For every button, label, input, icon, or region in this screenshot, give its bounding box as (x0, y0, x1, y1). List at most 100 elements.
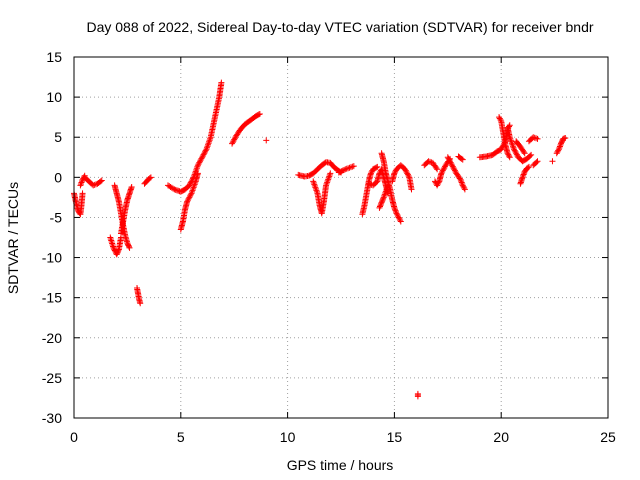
y-tick-label: -30 (42, 410, 62, 426)
data-point (327, 170, 334, 177)
data-point (338, 168, 345, 175)
data-point (459, 182, 466, 189)
data-point (497, 116, 504, 123)
data-point (79, 178, 86, 185)
data-point (496, 115, 503, 122)
data-point (200, 151, 207, 158)
data-point (521, 150, 528, 157)
x-tick-label: 5 (177, 429, 185, 445)
data-point (202, 148, 209, 155)
series-t3 (81, 174, 105, 189)
data-point (446, 156, 453, 163)
data-point (449, 163, 456, 170)
data-point (202, 147, 209, 154)
data-point (393, 209, 400, 216)
data-point (519, 174, 526, 181)
series-t1 (71, 190, 86, 218)
data-point (97, 178, 104, 185)
y-tick-label: -10 (42, 250, 62, 266)
data-point (128, 183, 135, 190)
series-t14 (310, 170, 334, 217)
data-point (391, 204, 398, 211)
data-point (414, 393, 421, 400)
data-point (451, 167, 458, 174)
series-t4 (107, 234, 124, 258)
data-point (126, 243, 133, 250)
data-point (556, 144, 563, 151)
data-point (197, 158, 204, 165)
series-t18 (378, 150, 404, 225)
data-point (256, 110, 263, 117)
series-t27 (496, 114, 513, 161)
y-tick-label: -5 (50, 209, 63, 225)
data-point (553, 150, 560, 157)
data-point (346, 164, 353, 171)
y-tick-label: -25 (42, 370, 62, 386)
data-point (78, 179, 85, 186)
data-point (337, 168, 344, 175)
data-point (557, 142, 564, 149)
data-point (504, 150, 511, 157)
x-tick-label: 15 (387, 429, 403, 445)
data-point (451, 166, 458, 173)
y-tick-label: 10 (46, 89, 62, 105)
data-point (147, 174, 154, 181)
data-point (184, 198, 191, 205)
data-point (445, 155, 452, 162)
data-point (170, 185, 177, 192)
data-point (340, 166, 347, 173)
data-point (377, 202, 384, 209)
data-point (520, 171, 527, 178)
series-t7 (134, 285, 144, 307)
data-point (263, 137, 270, 144)
data-point (115, 247, 122, 254)
data-point (531, 134, 538, 141)
data-point (506, 154, 513, 161)
data-point (434, 166, 441, 173)
data-point (450, 164, 457, 171)
data-point (440, 166, 447, 173)
data-points (71, 79, 569, 400)
y-axis-label: SDTVAR / TECUs (5, 182, 21, 294)
data-point (448, 160, 455, 167)
data-point (425, 158, 432, 165)
series-t24 (444, 154, 468, 193)
data-point (439, 167, 446, 174)
data-point (231, 135, 238, 142)
data-point (434, 182, 441, 189)
x-tick-label: 20 (493, 429, 509, 445)
data-point (91, 181, 98, 188)
chart-title: Day 088 of 2022, Sidereal Day-to-day VTE… (86, 19, 593, 35)
data-point (534, 135, 541, 142)
data-point (461, 185, 468, 192)
data-point (520, 148, 527, 155)
data-point (374, 163, 381, 170)
data-point (459, 180, 466, 187)
data-point (395, 214, 402, 221)
grid (74, 57, 608, 418)
data-point (461, 186, 468, 193)
data-point (396, 215, 403, 222)
data-point (533, 159, 540, 166)
data-point (511, 147, 518, 154)
x-tick-label: 0 (70, 429, 78, 445)
data-point (556, 143, 563, 150)
data-point (435, 179, 442, 186)
data-point (513, 150, 520, 157)
data-point (562, 135, 569, 142)
data-point (527, 152, 534, 159)
data-point (427, 158, 433, 165)
data-point (186, 182, 193, 189)
axis-ticks: 0 5 10 15 20 25 -30 -25 -20 -15 -10 -5 0 5 10 15 (42, 49, 616, 445)
series-t30 (517, 163, 532, 187)
series-t25 (455, 153, 466, 163)
data-point (376, 203, 383, 210)
data-point (90, 182, 97, 189)
data-point (186, 194, 193, 201)
plot-frame (73, 56, 609, 419)
data-point (195, 160, 202, 167)
data-point (342, 166, 349, 173)
data-point (343, 165, 350, 172)
data-point (367, 170, 374, 177)
